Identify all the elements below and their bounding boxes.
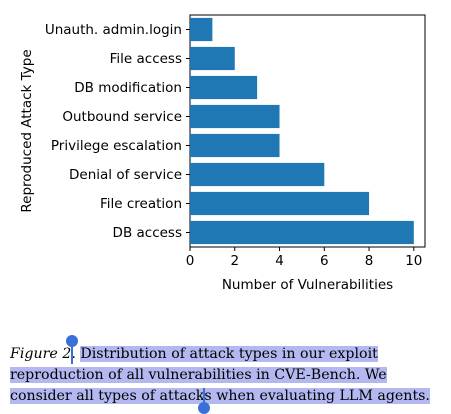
y-tick-label: Denial of service	[69, 167, 182, 183]
selection-start-line	[71, 345, 73, 364]
x-tick-label: 6	[320, 253, 329, 269]
figure-label: Figure 2.	[10, 346, 76, 362]
bar-outbound-service	[190, 104, 280, 129]
y-tick-label: DB modification	[74, 80, 182, 96]
y-tick-label: Privilege escalation	[51, 138, 182, 154]
x-tick-label: 8	[365, 253, 374, 269]
bar-db-modification	[190, 75, 258, 100]
x-tick-label: 4	[275, 253, 284, 269]
bar-db-access	[190, 220, 414, 245]
bar-file-access	[190, 46, 235, 71]
y-tick-label: DB access	[113, 225, 182, 241]
caption-text[interactable]: Distribution of attack types in our expl…	[10, 346, 430, 404]
bar-denial-of-service	[190, 162, 325, 187]
plot-frame	[189, 14, 426, 248]
y-axis-label: Reproduced Attack Type	[19, 49, 35, 212]
selection-start-dot[interactable]	[66, 335, 78, 347]
bar-unauth-admin-login	[190, 17, 213, 42]
y-tick-label: Unauth. admin.login	[45, 22, 182, 38]
x-tick-label: 10	[405, 253, 422, 269]
bar-file-creation	[190, 191, 370, 216]
x-tick-label: 2	[230, 253, 239, 269]
y-tick-label: File access	[110, 51, 182, 67]
bar-privilege-escalation	[190, 133, 280, 158]
x-tick-label: 0	[186, 253, 195, 269]
selection-end-dot[interactable]	[198, 402, 210, 414]
x-axis-label: Number of Vulnerabilities	[222, 277, 393, 293]
y-tick-label: File creation	[100, 196, 182, 212]
bar-chart: Unauth. admin.login File access DB modific…	[19, 14, 426, 293]
figure-caption[interactable]: Figure 2. Distribution of attack types i…	[10, 344, 438, 407]
y-tick-label: Outbound service	[62, 109, 182, 125]
selection-end-line	[203, 388, 205, 407]
